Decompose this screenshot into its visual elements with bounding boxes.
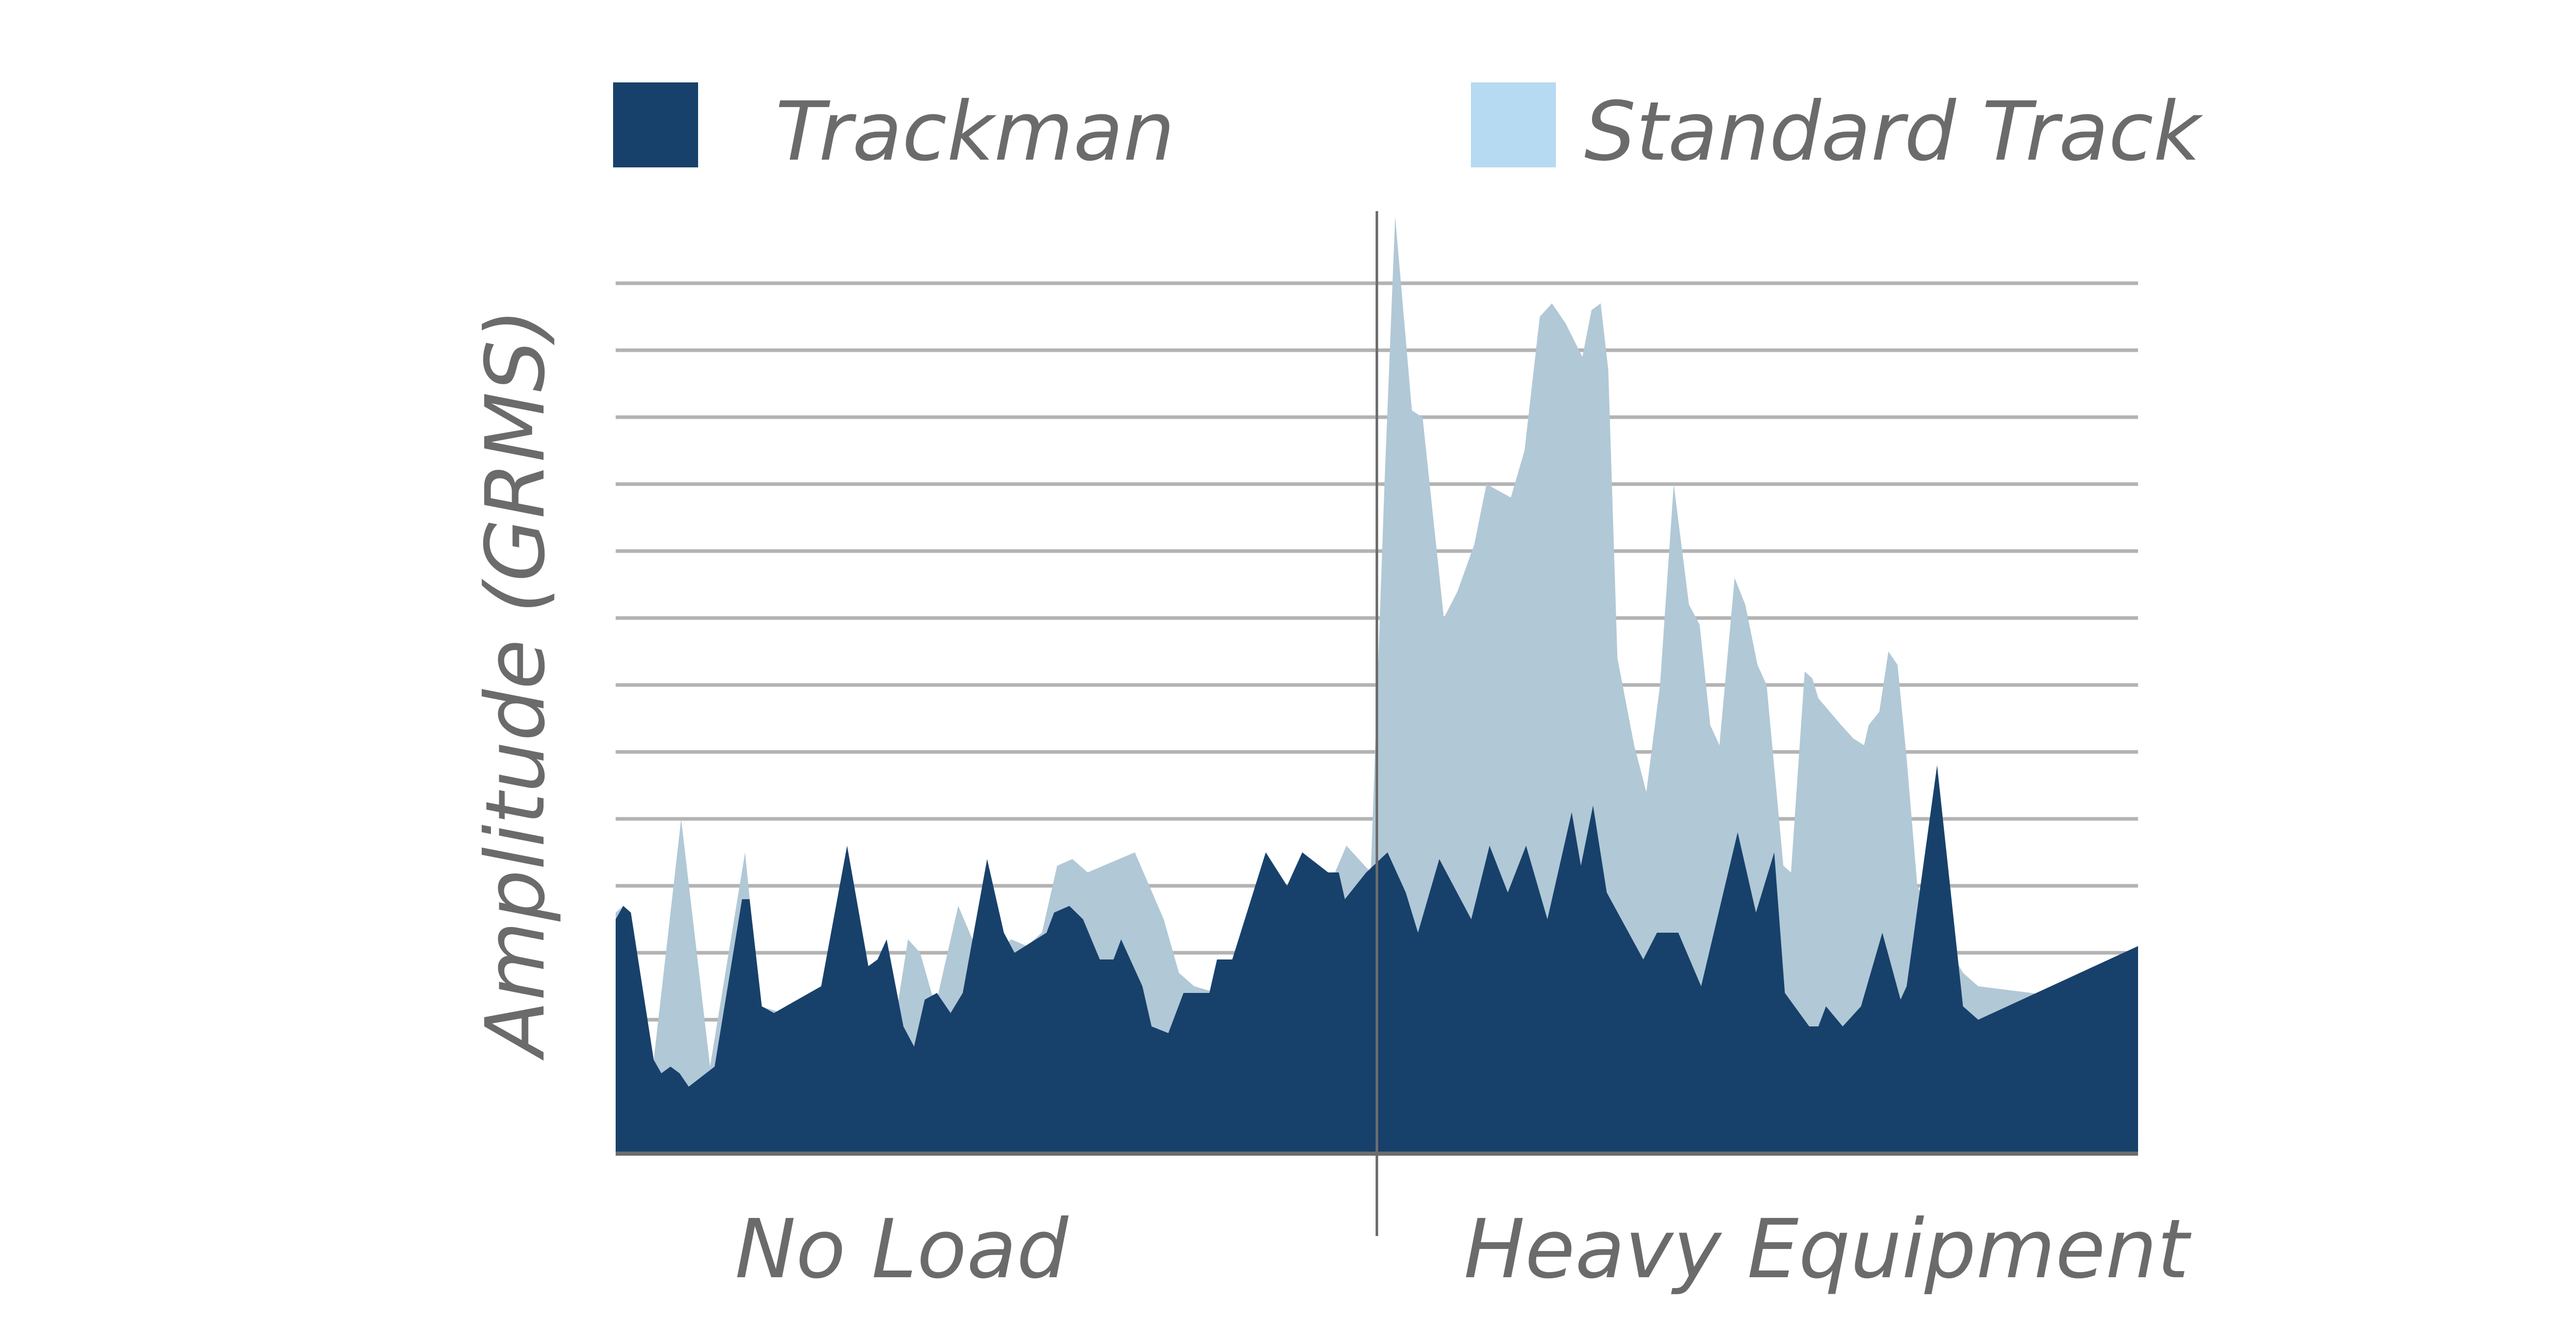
legend-label-standard-track: Standard Track: [1584, 84, 2204, 179]
x-region-label-no-load: No Load: [735, 1202, 1069, 1297]
legend-swatch-trackman: [613, 82, 698, 167]
x-region-label-heavy-equipment: Heavy Equipment: [1464, 1202, 2192, 1297]
y-axis-label: Amplitude (GRMS): [468, 308, 563, 1061]
legend-label-trackman: Trackman: [775, 84, 1175, 179]
legend-swatch-standard-track: [1471, 82, 1556, 167]
